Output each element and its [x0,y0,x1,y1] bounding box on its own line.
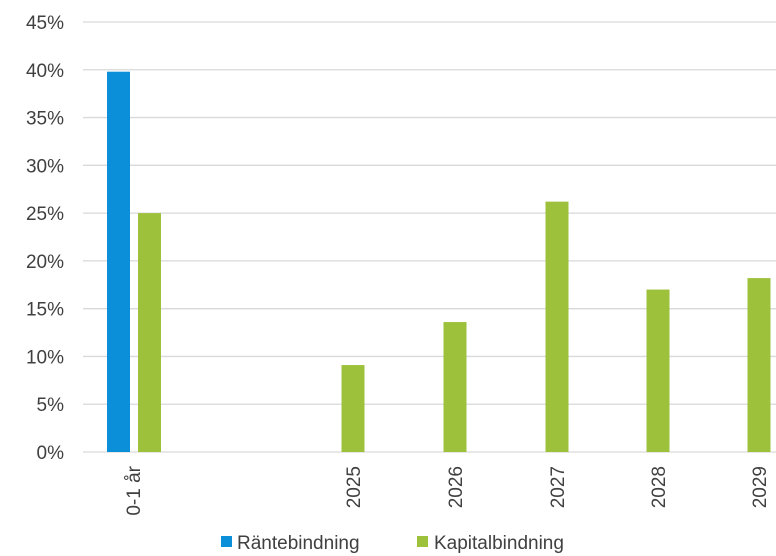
y-tick-label: 15% [26,300,64,321]
bar-kapitalbindning [545,201,569,452]
y-tick-label: 35% [26,109,64,130]
legend-label: Kapitalbindning [434,533,564,554]
bar-kapitalbindning [443,322,467,452]
y-tick-label: 25% [26,204,64,225]
bar-kapitalbindning [341,365,365,452]
x-tick-label: 2027 [548,466,569,508]
y-tick-label: 10% [26,347,64,368]
x-axis-ticks: 0-1 år 2025 2026 2027 2028 2029 [124,465,771,515]
legend-swatch [221,536,232,547]
bar-räntebindning [107,71,130,452]
y-tick-label: 30% [26,156,64,177]
bars [107,71,771,452]
y-tick-label: 45% [26,13,64,34]
legend-label: Räntebindning [237,533,360,554]
x-tick-label: 0-1 år [124,465,145,515]
legend-swatch [417,536,428,547]
legend: Räntebindning Kapitalbindning [221,533,564,554]
x-tick-label: 2025 [344,466,365,508]
y-axis-ticks: 0% 5% 10% 15% 20% 25% 30% 35% 40% 45% [26,13,64,464]
bar-kapitalbindning [646,289,670,452]
gridlines [83,21,776,453]
y-tick-label: 40% [26,61,64,82]
bar-kapitalbindning [138,213,161,452]
x-tick-label: 2026 [446,466,467,508]
x-tick-label: 2029 [750,466,771,508]
x-tick-label: 2028 [649,466,670,508]
bar-kapitalbindning [747,278,771,452]
y-tick-label: 20% [26,252,64,273]
y-tick-label: 5% [37,395,65,416]
y-tick-label: 0% [37,443,65,464]
